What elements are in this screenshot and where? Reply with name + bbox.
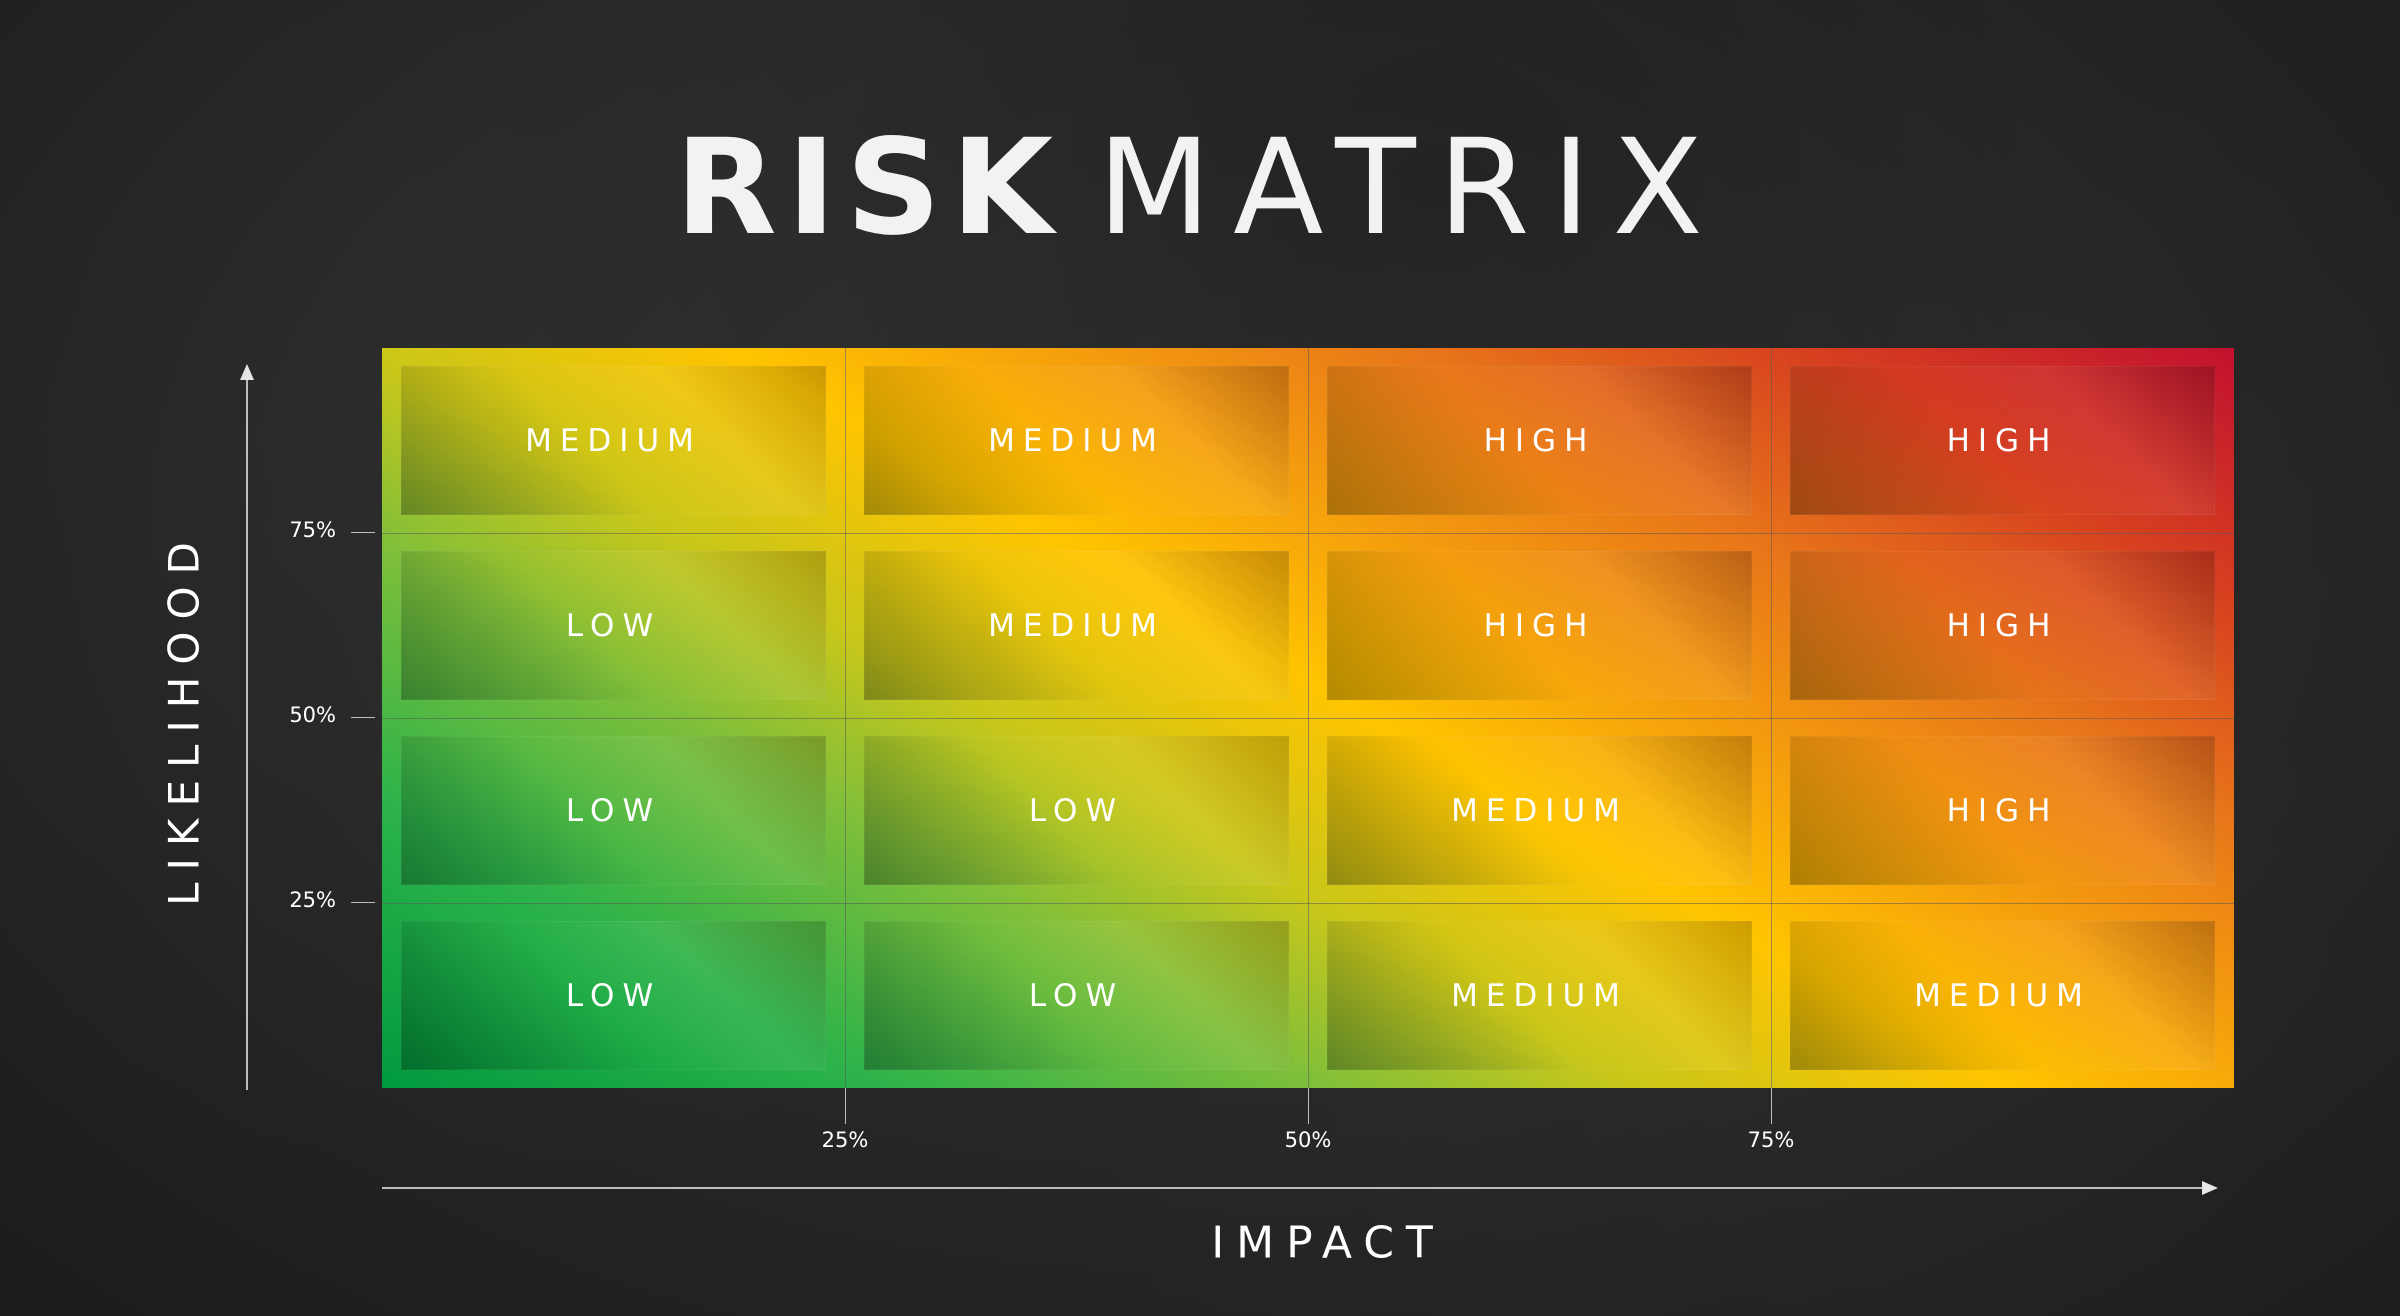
cell-risk-label: LOW — [565, 607, 662, 644]
cell-panel — [1790, 921, 2215, 1070]
cell-risk-label: LOW — [1028, 977, 1125, 1014]
cell-panel — [864, 736, 1289, 885]
matrix-cell: LOW — [845, 718, 1308, 903]
cell-panel — [1327, 921, 1752, 1070]
cell-risk-label: MEDIUM — [988, 422, 1165, 459]
cell-risk-label: MEDIUM — [1451, 792, 1628, 829]
x-axis-arrowhead — [2202, 1181, 2218, 1195]
matrix-cell: MEDIUM — [1771, 903, 2234, 1088]
grid-line-horizontal — [382, 533, 2234, 534]
cell-risk-label: HIGH — [1946, 792, 2059, 829]
grid-line-horizontal — [382, 903, 2234, 904]
cell-panel — [864, 366, 1289, 515]
x-tick-mark — [1308, 1088, 1309, 1124]
matrix-cell: MEDIUM — [1308, 903, 1771, 1088]
cell-risk-label: LOW — [565, 792, 662, 829]
cell-panel — [1790, 736, 2215, 885]
cell-panel — [401, 736, 826, 885]
cell-risk-label: MEDIUM — [525, 422, 702, 459]
cell-panel — [1790, 551, 2215, 700]
cell-panel — [864, 921, 1289, 1070]
matrix-cell: HIGH — [1771, 533, 2234, 718]
cell-panel — [1327, 551, 1752, 700]
cell-risk-label: HIGH — [1946, 422, 2059, 459]
page-title: RISK MATRIX — [0, 118, 2400, 258]
cell-risk-label: HIGH — [1946, 607, 2059, 644]
x-tick-label: 25% — [821, 1128, 869, 1152]
cell-panel — [1327, 736, 1752, 885]
x-tick-mark — [845, 1088, 846, 1124]
matrix-cell: HIGH — [1308, 348, 1771, 533]
cell-panel — [401, 921, 826, 1070]
y-tick-mark — [351, 902, 375, 903]
cell-panel — [401, 551, 826, 700]
cell-risk-label: MEDIUM — [988, 607, 1165, 644]
x-tick-label: 75% — [1747, 1128, 1795, 1152]
matrix-cell: HIGH — [1308, 533, 1771, 718]
matrix-cell: MEDIUM — [1308, 718, 1771, 903]
y-tick-mark — [351, 717, 375, 718]
y-axis-arrowhead — [240, 364, 254, 380]
matrix-cell: MEDIUM — [382, 348, 845, 533]
cell-panel — [401, 366, 826, 515]
cell-panel — [864, 551, 1289, 700]
risk-matrix-grid: MEDIUM MEDIUM HIGH HIGH LOW MEDIUM HIGH … — [382, 348, 2234, 1088]
cell-panel — [1327, 366, 1752, 515]
cell-risk-label: LOW — [565, 977, 662, 1014]
grid-line-horizontal — [382, 718, 2234, 719]
cell-risk-label: LOW — [1028, 792, 1125, 829]
matrix-cell: LOW — [382, 903, 845, 1088]
matrix-cell: LOW — [382, 533, 845, 718]
y-tick-label: 50% — [289, 703, 336, 727]
cell-risk-label: HIGH — [1483, 422, 1596, 459]
x-axis-title: IMPACT — [1211, 1217, 1445, 1269]
title-bold-word: RISK — [675, 111, 1064, 265]
y-tick-label: 25% — [289, 888, 336, 912]
matrix-cell: HIGH — [1771, 718, 2234, 903]
cell-risk-label: MEDIUM — [1451, 977, 1628, 1014]
matrix-cell: MEDIUM — [845, 348, 1308, 533]
matrix-cell: LOW — [382, 718, 845, 903]
matrix-cell: HIGH — [1771, 348, 2234, 533]
y-tick-mark — [351, 532, 375, 533]
x-tick-mark — [1771, 1088, 1772, 1124]
x-tick-label: 50% — [1284, 1128, 1332, 1152]
cell-panel — [1790, 366, 2215, 515]
cell-risk-label: HIGH — [1483, 607, 1596, 644]
y-axis-title: LIKELIHOOD — [159, 530, 209, 906]
matrix-cell: LOW — [845, 903, 1308, 1088]
y-tick-label: 75% — [289, 518, 336, 542]
cell-risk-label: MEDIUM — [1914, 977, 2091, 1014]
matrix-cell: MEDIUM — [845, 533, 1308, 718]
title-light-word: MATRIX — [1097, 111, 1725, 265]
